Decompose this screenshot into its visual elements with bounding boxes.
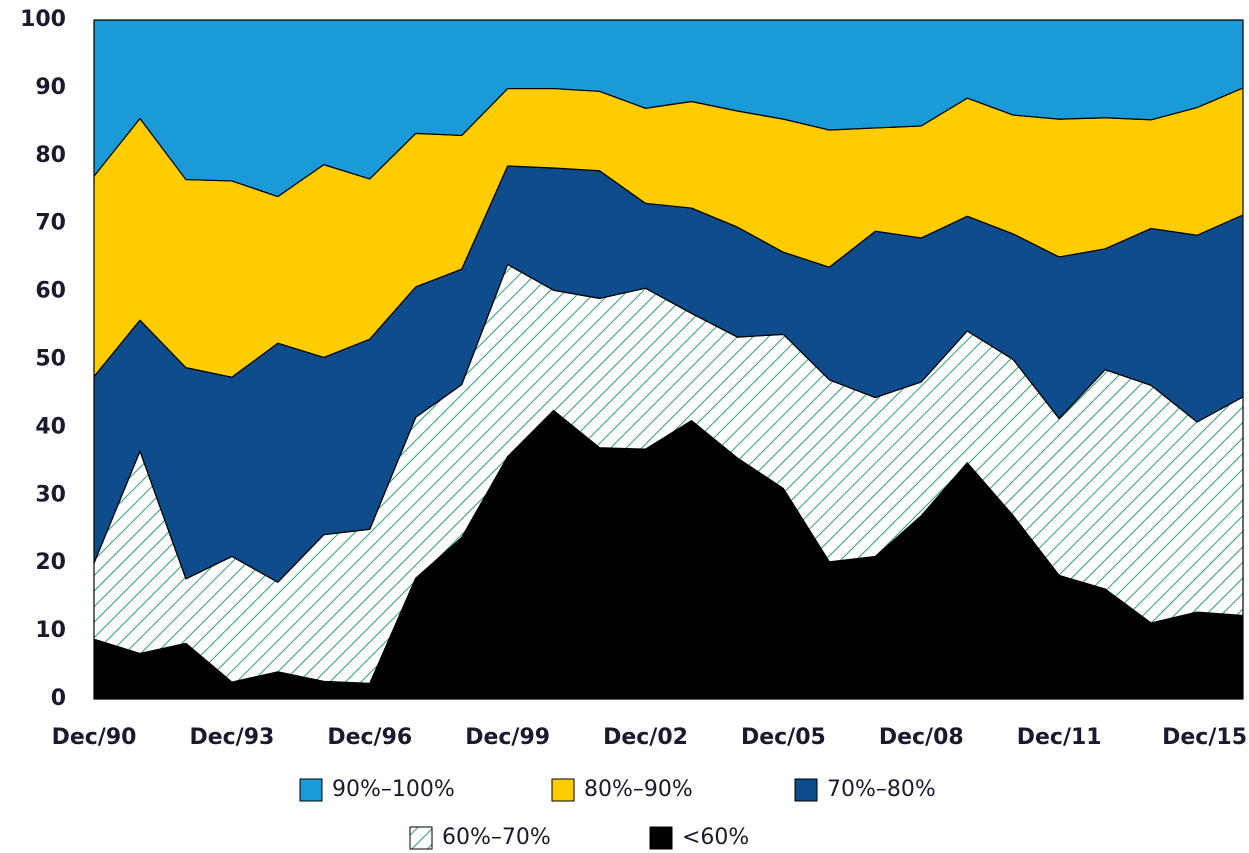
legend-swatch [409, 826, 433, 850]
x-tick-label: Dec/93 [189, 725, 274, 750]
y-tick-label: 90 [35, 75, 66, 100]
y-tick-label: 0 [51, 686, 66, 711]
y-tick-label: 50 [35, 347, 66, 372]
x-tick-label: Dec/99 [465, 725, 550, 750]
x-tick-label: Dec/96 [327, 725, 412, 750]
legend-swatch [551, 778, 575, 802]
y-tick-label: 80 [35, 143, 66, 168]
legend-item: <60% [649, 825, 749, 850]
legend-label: 80%–90% [584, 777, 693, 802]
area [93, 19, 1244, 198]
legend-swatch [299, 778, 323, 802]
legend-item: 80%–90% [551, 777, 693, 802]
legend-swatch [649, 826, 673, 850]
y-tick-label: 20 [35, 550, 66, 575]
legend-label: 60%–70% [442, 825, 551, 850]
y-tick-label: 30 [35, 482, 66, 507]
x-tick-label: Dec/15 [1162, 725, 1247, 750]
legend-label: 70%–80% [827, 777, 936, 802]
x-tick-label: Dec/02 [603, 725, 688, 750]
legend-item: 70%–80% [794, 777, 936, 802]
x-tick-label: Dec/11 [1017, 725, 1102, 750]
y-tick-label: 10 [35, 618, 66, 643]
legend-label: <60% [682, 825, 749, 850]
x-tick-label: Dec/08 [879, 725, 964, 750]
legend-swatch [794, 778, 818, 802]
legend-item: 90%–100% [299, 777, 455, 802]
y-tick-label: 40 [35, 414, 66, 439]
legend-label: 90%–100% [332, 777, 455, 802]
x-tick-label: Dec/05 [741, 725, 826, 750]
y-tick-label: 60 [35, 279, 66, 304]
x-tick-label: Dec/90 [52, 725, 137, 750]
legend-item: 60%–70% [409, 825, 551, 850]
y-tick-label: 100 [20, 7, 66, 32]
y-tick-label: 70 [35, 211, 66, 236]
